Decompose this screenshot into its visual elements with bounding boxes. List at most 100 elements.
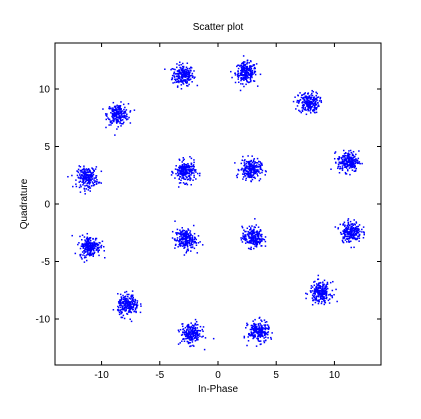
scatter-point — [88, 177, 91, 179]
scatter-point — [259, 168, 262, 170]
scatter-point — [362, 237, 365, 239]
scatter-point — [90, 254, 93, 256]
scatter-point — [261, 320, 263, 323]
scatter-point — [195, 336, 197, 338]
scatter-point — [126, 307, 129, 309]
scatter-point — [256, 162, 259, 164]
scatter-point — [111, 112, 114, 115]
scatter-point — [318, 291, 321, 294]
scatter-point — [192, 338, 194, 341]
scatter-point — [197, 242, 200, 244]
scatter-point — [82, 180, 84, 183]
scatter-point — [313, 103, 315, 105]
scatter-point — [195, 171, 197, 173]
scatter-point — [354, 226, 357, 229]
scatter-point — [188, 176, 191, 178]
scatter-point — [125, 300, 127, 303]
scatter-point — [249, 160, 251, 163]
scatter-point — [257, 328, 259, 330]
scatter-point — [237, 173, 239, 176]
scatter-point — [246, 70, 248, 73]
scatter-point — [188, 235, 190, 238]
scatter-point — [86, 250, 88, 252]
scatter-point — [306, 100, 309, 102]
scatter-point — [243, 79, 245, 81]
scatter-point — [117, 309, 120, 312]
scatter-point — [317, 291, 320, 294]
scatter-point — [180, 244, 182, 247]
scatter-point — [89, 249, 91, 252]
scatter-point — [164, 68, 166, 70]
scatter-point — [179, 77, 181, 80]
scatter-point — [184, 236, 187, 238]
scatter-point — [316, 285, 318, 287]
scatter-point — [134, 299, 137, 302]
scatter-point — [255, 161, 258, 164]
scatter-point — [184, 241, 186, 243]
scatter-point — [258, 316, 261, 319]
scatter-point — [177, 170, 179, 172]
scatter-point — [85, 179, 88, 181]
scatter-point — [85, 246, 87, 249]
scatter-point — [189, 155, 191, 158]
scatter-point — [187, 332, 189, 334]
scatter-point — [82, 179, 84, 181]
scatter-point — [87, 249, 90, 251]
scatter-point — [191, 244, 194, 246]
scatter-point — [305, 297, 307, 300]
scatter-point — [241, 225, 243, 228]
scatter-point — [180, 84, 183, 86]
scatter-point — [347, 237, 349, 240]
scatter-point — [115, 105, 117, 108]
scatter-point — [95, 166, 98, 168]
scatter-point — [250, 228, 252, 231]
scatter-point — [192, 224, 195, 227]
scatter-point — [260, 326, 263, 329]
scatter-point — [299, 110, 301, 113]
scatter-point — [319, 297, 322, 299]
scatter-point — [93, 177, 95, 179]
scatter-point — [247, 81, 250, 84]
scatter-point — [186, 246, 189, 248]
scatter-point — [189, 169, 191, 172]
scatter-point — [344, 154, 347, 157]
scatter-point — [246, 80, 248, 83]
scatter-point — [328, 298, 331, 300]
scatter-point — [315, 108, 318, 111]
scatter-point — [88, 241, 90, 244]
scatter-point — [345, 235, 347, 238]
scatter-point — [264, 336, 267, 338]
scatter-point — [190, 170, 193, 172]
scatter-point — [170, 68, 172, 71]
scatter-point — [139, 311, 142, 314]
scatter-point — [84, 173, 87, 176]
scatter-point — [355, 233, 357, 235]
scatter-point — [307, 109, 309, 112]
scatter-point — [92, 247, 95, 250]
scatter-point — [184, 80, 187, 83]
scatter-point — [309, 110, 311, 112]
scatter-point — [116, 112, 118, 114]
scatter-point — [191, 329, 193, 332]
scatter-point — [173, 72, 175, 75]
scatter-point — [318, 105, 320, 107]
scatter-point — [241, 74, 244, 77]
scatter-point — [89, 253, 92, 256]
constellation-cluster-5 — [67, 165, 103, 195]
scatter-point — [299, 99, 302, 101]
scatter-point — [90, 185, 93, 187]
scatter-point — [253, 327, 255, 330]
scatter-point — [253, 80, 256, 82]
scatter-point — [254, 235, 256, 238]
scatter-point — [80, 176, 82, 178]
scatter-point — [87, 186, 90, 188]
scatter-point — [339, 223, 342, 226]
scatter-point — [186, 241, 189, 244]
scatter-point — [193, 334, 196, 337]
scatter-point — [302, 108, 305, 110]
scatter-point — [248, 225, 251, 228]
scatter-point — [252, 165, 255, 167]
scatter-point — [184, 183, 187, 185]
scatter-point — [117, 126, 119, 128]
scatter-point — [344, 159, 347, 161]
